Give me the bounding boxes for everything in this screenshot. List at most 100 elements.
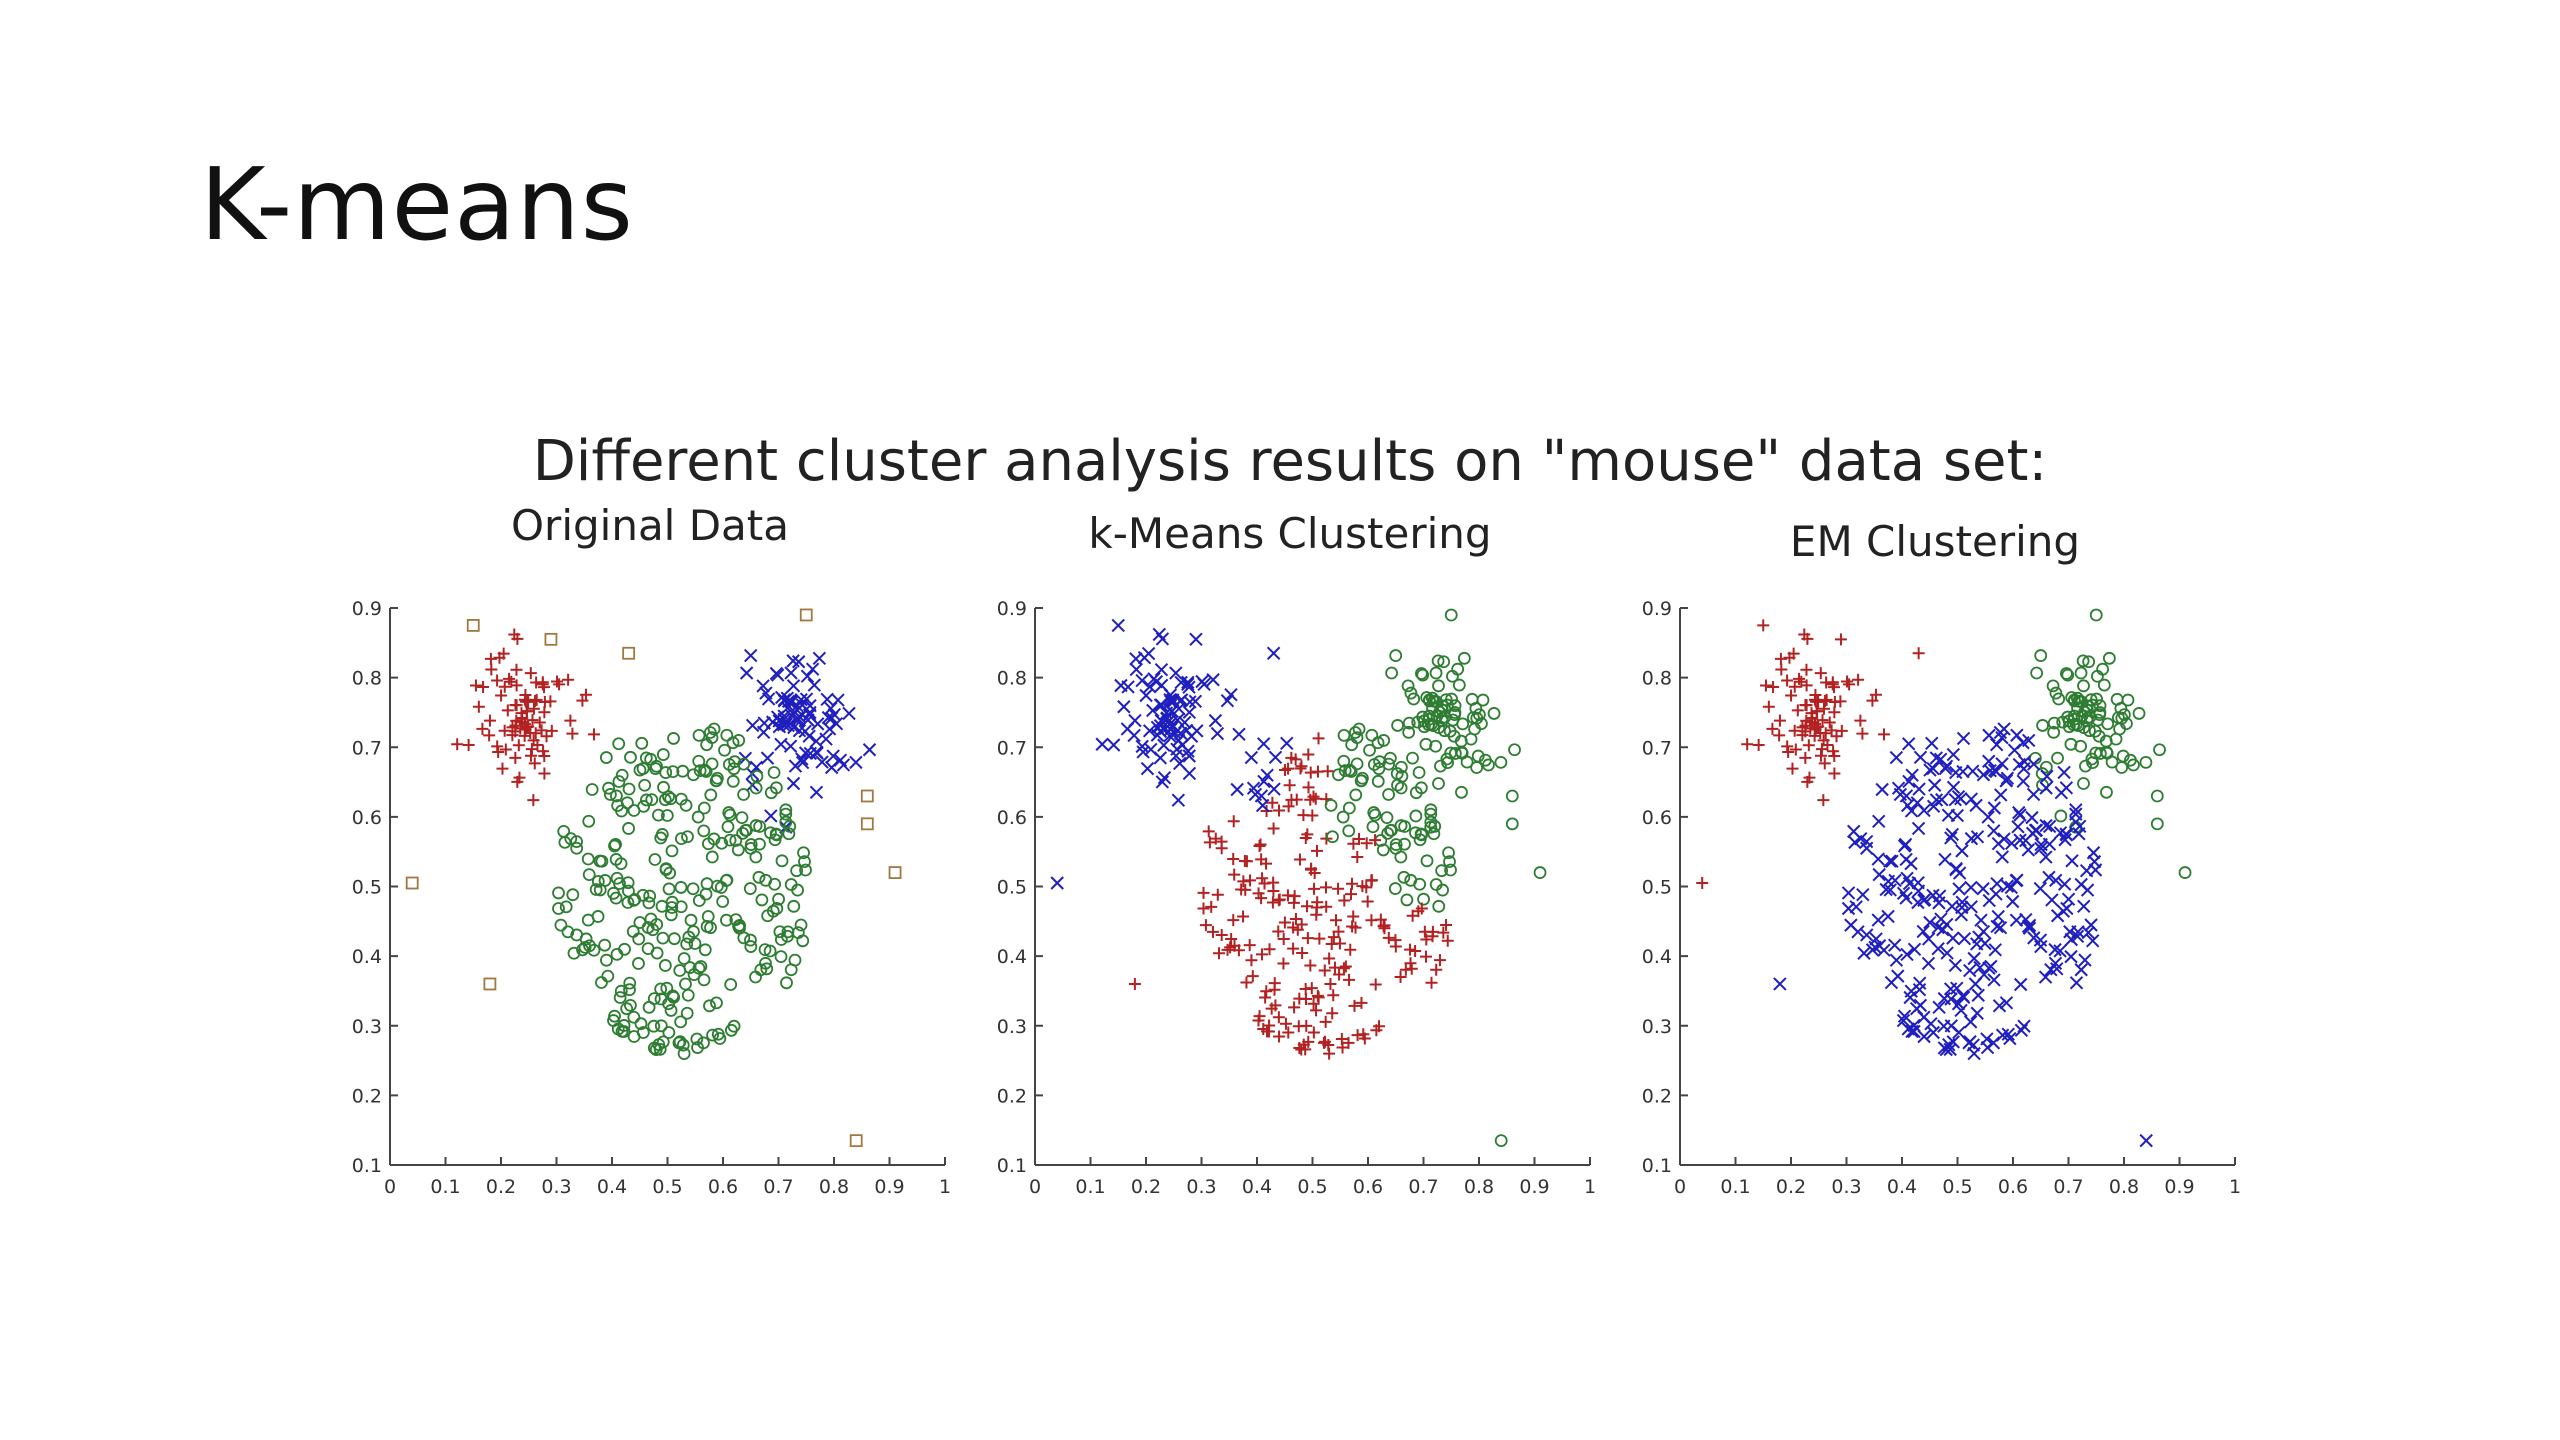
data-point [2005,894,2020,909]
data-point [787,899,801,913]
data-point [1369,978,1382,991]
data-point [1992,999,2007,1013]
data-point [513,771,526,784]
data-point [2014,1023,2029,1038]
data-point [737,931,751,945]
data-point [842,706,856,721]
data-point [1227,853,1240,866]
data-point [2139,1133,2153,1148]
data-point [727,762,741,776]
data-point [1333,968,1346,981]
data-point [1330,914,1342,927]
data-point [1444,746,1458,760]
data-point [2072,827,2086,841]
data-point [469,679,482,692]
data-point [1426,719,1440,732]
data-point [679,977,692,991]
data-point [1856,888,1870,902]
data-point [2064,949,2078,964]
data-point [1943,982,1958,996]
data-point [1781,674,1794,687]
data-point [824,760,839,775]
data-point [1881,909,1895,924]
data-point [1324,798,1338,812]
data-point [551,675,564,688]
data-point [1927,778,1942,792]
data-point [1923,915,1937,930]
data-point [641,921,655,934]
data-point [1983,763,1997,778]
data-point [2076,654,2090,668]
data-point [1932,1000,1946,1015]
data-point [2105,755,2119,769]
data-point [2099,734,2113,748]
data-point [627,1030,641,1043]
data-point [1817,794,1830,807]
data-point [658,959,672,972]
data-point [1872,939,1887,953]
data-point [2074,963,2088,977]
data-point [826,749,840,763]
data-point [2150,817,2164,831]
data-point [1338,894,1351,907]
data-point [405,876,419,890]
data-point [1227,815,1240,828]
data-point [2089,746,2103,760]
data-point [498,680,511,693]
data-point [1995,850,2009,864]
data-point [553,678,566,691]
data-point [1169,666,1183,680]
data-point [587,728,600,741]
data-point [860,817,874,831]
data-point [1182,705,1197,719]
data-point [545,724,558,737]
data-point [1841,675,1854,688]
data-point [1174,726,1188,740]
data-point [1243,939,1256,952]
data-point [1339,960,1352,973]
data-point [1309,792,1322,805]
data-point [1409,944,1422,957]
data-point [744,933,757,947]
data-point [739,666,754,680]
y-tick-label: 0.1 [352,1155,382,1177]
data-point [849,1134,863,1148]
data-point [2056,715,2070,729]
data-point [698,763,712,777]
data-point [1909,1001,1924,1016]
data-point [2111,711,2125,725]
data-point [1924,1016,1938,1031]
data-point [1938,852,1952,867]
data-point [1911,895,1925,910]
data-point [888,866,902,879]
data-point [2069,807,2083,821]
data-point [1964,880,1978,895]
data-point [1966,1038,1980,1052]
data-point [2086,846,2101,860]
data-point [1157,738,1171,752]
data-point [1154,662,1169,677]
data-point [512,739,525,752]
data-point [2045,893,2059,907]
data-point [1442,846,1455,860]
data-point [1190,724,1204,738]
data-point [1313,932,1326,945]
data-point [609,838,622,851]
data-point [1802,739,1815,752]
data-point [1962,1036,1976,1050]
y-tick-label: 0.2 [1642,1085,1672,1107]
y-tick-label: 0.5 [1642,877,1672,899]
data-point [1332,925,1345,938]
data-point [656,931,670,945]
data-point [666,989,680,1003]
data-point [799,863,812,877]
data-point [2039,760,2053,774]
data-point [1773,977,1787,991]
data-point [1245,954,1258,967]
data-point [1401,679,1415,693]
data-point [2080,703,2094,717]
data-point [1355,996,1368,1009]
data-point [1338,764,1352,778]
data-point [1817,734,1830,747]
y-tick-label: 0.5 [352,877,382,899]
